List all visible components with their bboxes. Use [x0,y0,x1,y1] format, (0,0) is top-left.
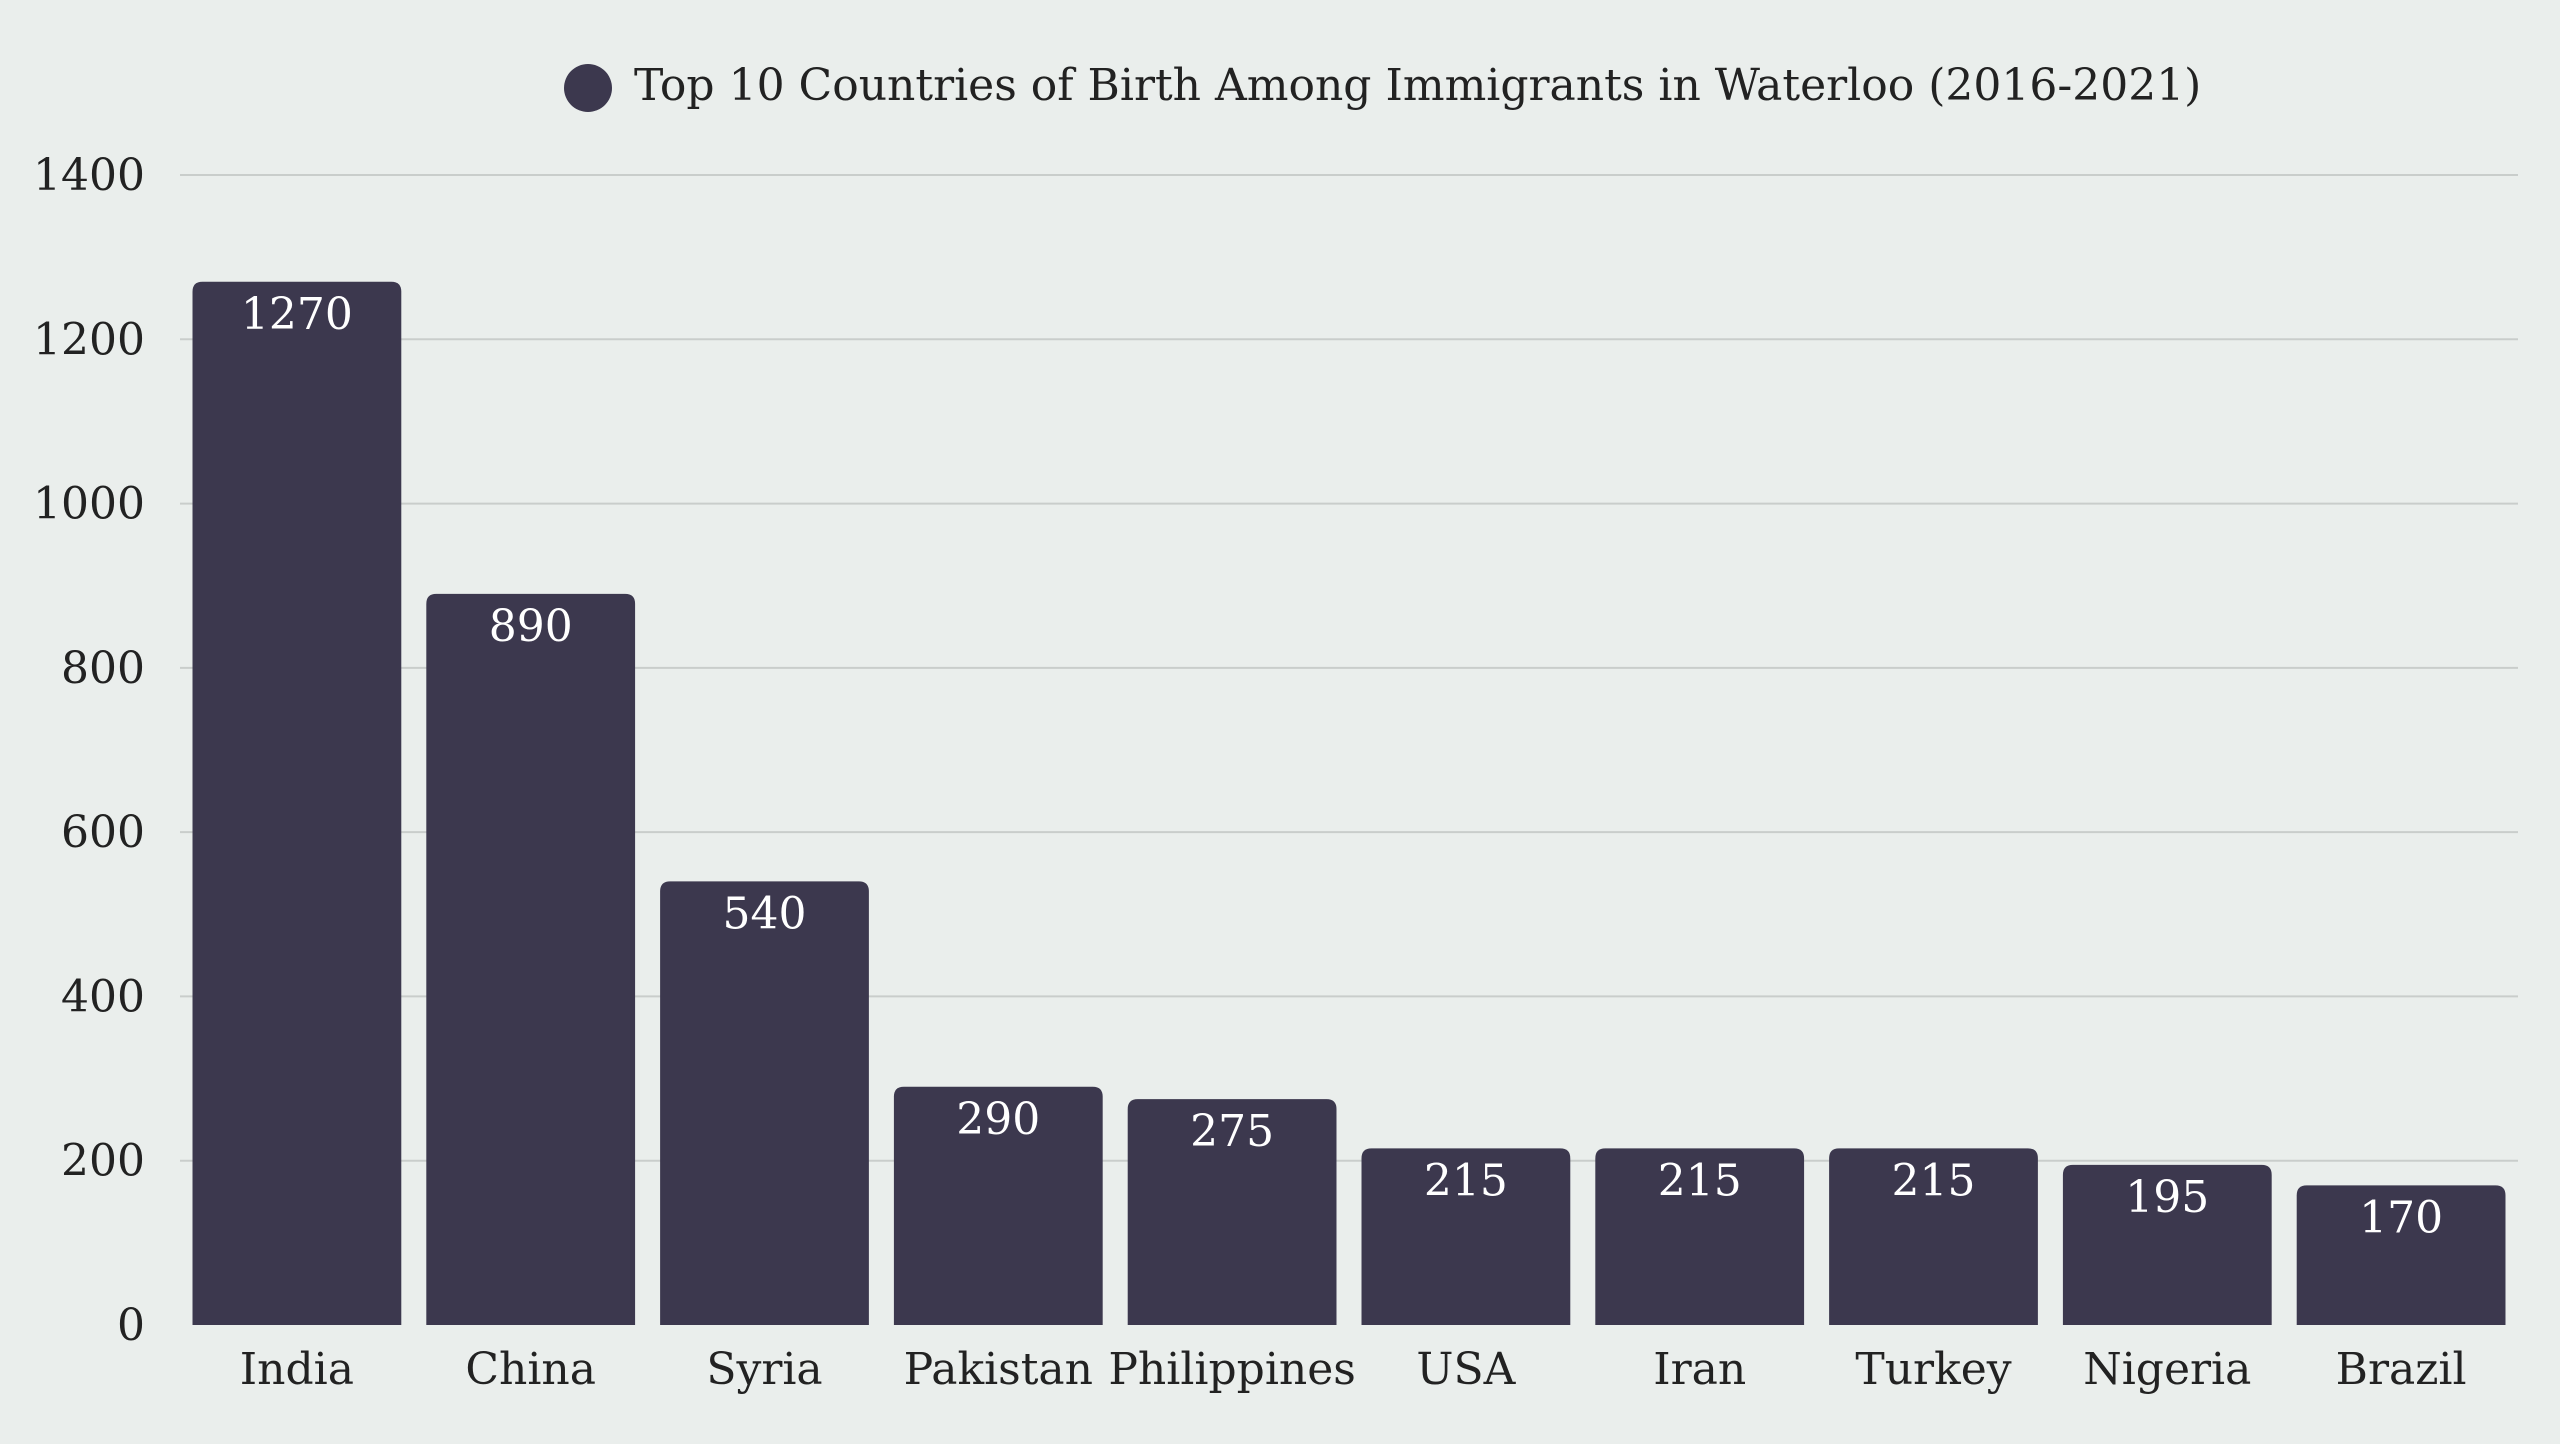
x-tick-label-nigeria: Nigeria [2083,1344,2251,1395]
data-label-brazil: 170 [2359,1192,2443,1243]
data-label-nigeria: 195 [2125,1172,2209,1223]
data-label-turkey: 215 [1892,1155,1976,1206]
data-label-usa: 215 [1424,1155,1508,1206]
data-label-iran: 215 [1658,1155,1742,1206]
bar-turkey [1829,1148,2038,1325]
bar-brazil [2296,1185,2506,1325]
x-tick-label-turkey: Turkey [1855,1344,2011,1395]
y-tick-label: 200 [61,1136,145,1187]
y-tick-label: 800 [61,643,145,694]
x-tick-label-india: India [240,1344,354,1395]
x-tick-label-iran: Iran [1653,1344,1746,1395]
y-tick-label: 400 [61,971,145,1022]
x-tick-label-brazil: Brazil [2336,1344,2467,1395]
bar-pakistan [893,1086,1103,1325]
data-label-syria: 540 [723,888,807,939]
bar-iran [1595,1148,1805,1325]
bar-syria [660,881,869,1325]
y-tick-label: 600 [61,807,145,858]
data-label-philippines: 275 [1190,1106,1274,1157]
x-tick-label-syria: Syria [706,1344,822,1395]
bar-china [426,593,636,1325]
y-tick-label: 1200 [33,314,145,365]
bar-philippines [1127,1099,1337,1325]
bars: 1270 890 540 290 275 215 215 215 195 170 [192,281,2506,1326]
data-label-pakistan: 290 [956,1094,1040,1145]
x-tick-label-philippines: Philippines [1108,1344,1356,1395]
data-label-india: 1270 [241,289,353,340]
bar-nigeria [2062,1164,2272,1325]
data-label-china: 890 [489,601,573,652]
bar-usa [1361,1148,1571,1325]
y-tick-label: 1000 [33,479,145,530]
legend: Top 10 Countries of Birth Among Immigran… [564,60,2201,112]
bar-india [192,281,402,1326]
legend-label: Top 10 Countries of Birth Among Immigran… [634,60,2201,111]
x-axis: India China Syria Pakistan Philippines USA Ira… [240,1344,2467,1395]
x-tick-label-pakistan: Pakistan [904,1344,1093,1395]
legend-swatch [564,64,612,112]
x-tick-label-china: China [465,1344,596,1395]
y-tick-label: 1400 [33,150,145,201]
y-tick-label: 0 [117,1300,145,1351]
y-axis: 0 200 400 600 800 1000 1200 1400 [33,150,145,1351]
x-tick-label-usa: USA [1416,1344,1516,1395]
